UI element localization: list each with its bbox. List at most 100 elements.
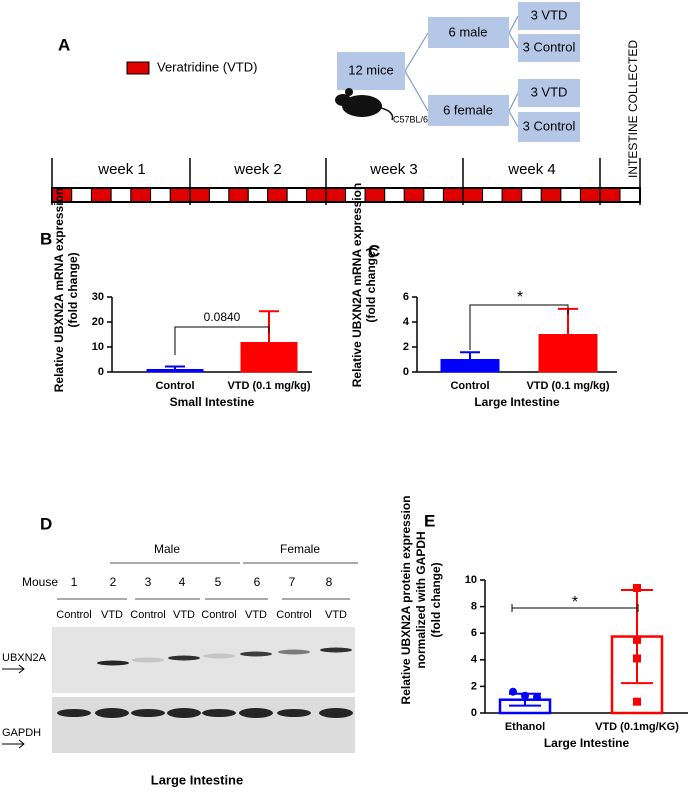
y-axis-label: (fold change) [66, 252, 80, 327]
mouse-icon [335, 88, 394, 121]
band [131, 709, 165, 717]
lane-label: Control [56, 609, 91, 621]
x-tick-label: Control [155, 380, 194, 392]
day-cell [286, 187, 308, 203]
bracket [174, 326, 270, 355]
bar [440, 359, 500, 373]
lane-label: Control [201, 609, 236, 621]
annotation: * [572, 594, 578, 611]
node-label: 3 VTD [531, 7, 568, 22]
day-cell [325, 187, 347, 203]
x-axis-label: Large Intestine [544, 736, 630, 750]
point [633, 697, 641, 706]
lane-label: VTD [325, 609, 347, 621]
band [167, 708, 201, 718]
point [533, 693, 541, 702]
day-cell [130, 187, 152, 203]
group-label: Female [280, 542, 320, 556]
point [633, 635, 641, 644]
day-cell [384, 187, 405, 203]
bar [240, 342, 298, 373]
day-cell [579, 187, 601, 203]
lane-label: VTD [245, 609, 267, 621]
bracket [511, 604, 639, 612]
panel-label: E [424, 511, 435, 530]
group-label: Male [154, 542, 180, 556]
y-tick-label: 10 [465, 574, 477, 586]
band [278, 649, 310, 655]
band [202, 709, 236, 717]
blot-strip [52, 697, 355, 753]
day-cell [267, 187, 288, 203]
day-cell [521, 187, 542, 203]
x-tick-label: Control [450, 380, 489, 392]
node-label: 3 Control [523, 118, 576, 133]
day-cell [501, 187, 523, 203]
x-tick-label: VTD (0.1 mg/kg) [227, 380, 310, 392]
y-tick-label: 4 [471, 654, 478, 666]
y-tick-label: 2 [471, 680, 477, 692]
week-label: week 2 [233, 161, 282, 178]
day-cell [364, 187, 386, 203]
lane-label: Control [130, 609, 165, 621]
node-label: 12 mice [348, 62, 394, 77]
lane-label: VTD [173, 609, 195, 621]
band [240, 651, 272, 657]
node-label: 3 Control [523, 39, 576, 54]
x-axis-label: Small Intestine [170, 395, 255, 409]
day-cell [540, 187, 562, 203]
y-axis-label: Relative UBXN2A mRNA expression [350, 183, 364, 388]
x-tick-label: Ethanol [505, 721, 545, 733]
band [277, 709, 311, 717]
day-cell [169, 187, 191, 203]
strain-label: C57BL/6 [393, 114, 428, 124]
y-tick-label: 10 [92, 341, 104, 353]
week-label: week 1 [97, 161, 146, 178]
day-cell [208, 187, 230, 203]
y-tick-label: 0 [98, 366, 104, 378]
band [319, 708, 353, 718]
band [168, 655, 200, 661]
y-axis-label: (fold change) [364, 247, 378, 322]
annotation: 0.0840 [204, 310, 241, 324]
tree-lines [404, 15, 519, 128]
node-label: 3 VTD [531, 84, 568, 99]
mouse-number: 3 [145, 575, 152, 589]
band [132, 657, 164, 663]
day-cell [90, 187, 112, 203]
band [320, 647, 352, 653]
point [633, 583, 641, 592]
bar [538, 334, 598, 373]
y-tick-label: 6 [403, 291, 409, 303]
band [57, 709, 91, 717]
y-tick-label: 2 [403, 341, 409, 353]
y-tick-label: 20 [92, 316, 104, 328]
day-cell [247, 187, 269, 203]
day-cell [110, 187, 132, 203]
mouse-number: 7 [289, 575, 296, 589]
day-cell [462, 187, 484, 203]
day-cell [403, 187, 425, 203]
timeline [51, 158, 641, 205]
node [337, 52, 405, 90]
day-cell [619, 187, 641, 203]
day-cell [442, 187, 464, 203]
legend-swatch [126, 61, 150, 75]
week-label: week 4 [507, 161, 556, 178]
node [518, 112, 580, 142]
node [428, 17, 509, 48]
annotation: * [517, 289, 523, 306]
row-label: Mouse [22, 575, 58, 589]
panel-label: D [40, 514, 52, 533]
node [518, 34, 580, 62]
day-cell [482, 187, 503, 203]
mouse-number: 4 [179, 575, 186, 589]
mouse-number: 2 [110, 575, 117, 589]
point [509, 687, 517, 696]
y-tick-label: 8 [471, 601, 477, 613]
panel-label: A [58, 35, 70, 54]
y-tick-label: 6 [471, 627, 477, 639]
blot-strip [52, 627, 355, 693]
day-cell [423, 187, 444, 203]
